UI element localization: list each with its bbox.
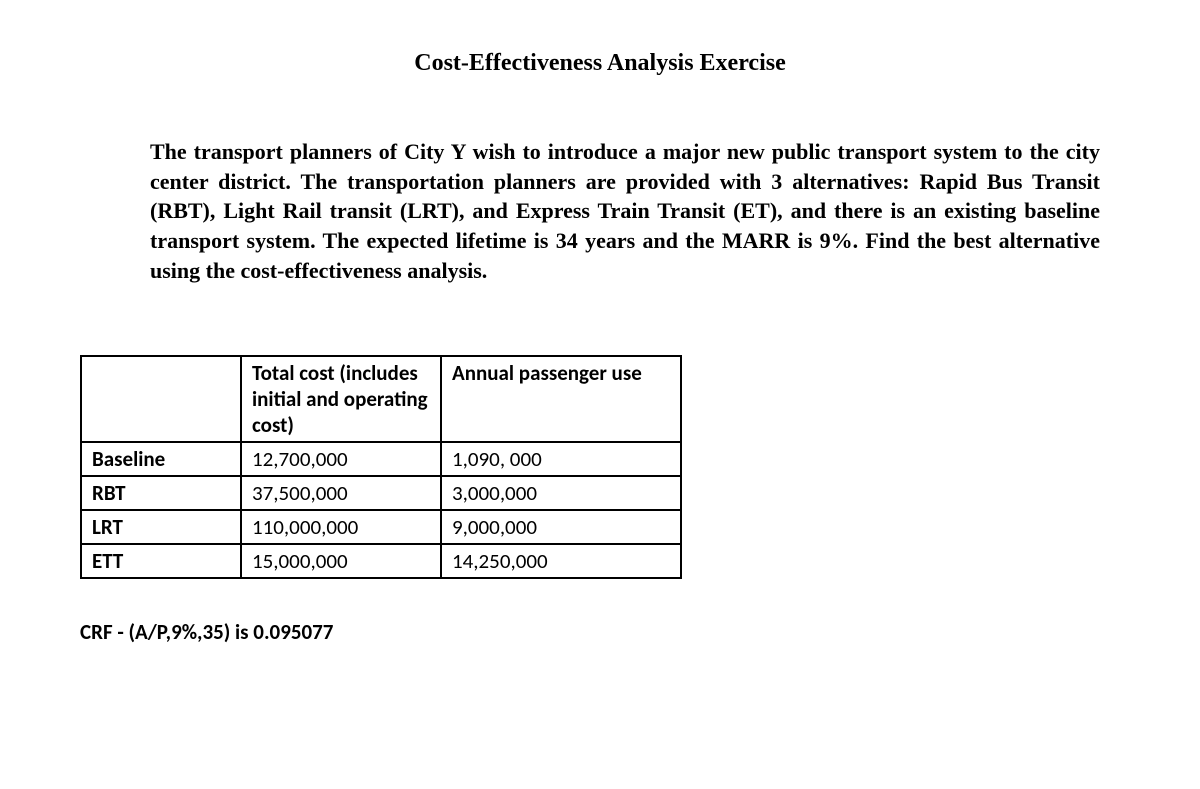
row-name: Baseline xyxy=(81,442,241,476)
alternatives-table: Total cost (includes initial and operati… xyxy=(80,355,682,579)
header-cost: Total cost (includes initial and operati… xyxy=(241,356,441,442)
row-passenger: 3,000,000 xyxy=(441,476,681,510)
row-passenger: 14,250,000 xyxy=(441,544,681,578)
crf-note: CRF - (A/P,9%,35) is 0.095077 xyxy=(80,619,1120,645)
row-cost: 12,700,000 xyxy=(241,442,441,476)
table-header-row: Total cost (includes initial and operati… xyxy=(81,356,681,442)
table-row: Baseline 12,700,000 1,090, 000 xyxy=(81,442,681,476)
row-passenger: 9,000,000 xyxy=(441,510,681,544)
table-row: LRT 110,000,000 9,000,000 xyxy=(81,510,681,544)
row-name: ETT xyxy=(81,544,241,578)
row-cost: 37,500,000 xyxy=(241,476,441,510)
exercise-description: The transport planners of City Y wish to… xyxy=(150,137,1100,285)
header-name xyxy=(81,356,241,442)
header-passenger: Annual passenger use xyxy=(441,356,681,442)
table-row: ETT 15,000,000 14,250,000 xyxy=(81,544,681,578)
table-row: RBT 37,500,000 3,000,000 xyxy=(81,476,681,510)
row-cost: 15,000,000 xyxy=(241,544,441,578)
row-passenger: 1,090, 000 xyxy=(441,442,681,476)
page-title: Cost-Effectiveness Analysis Exercise xyxy=(80,50,1120,77)
row-cost: 110,000,000 xyxy=(241,510,441,544)
row-name: RBT xyxy=(81,476,241,510)
row-name: LRT xyxy=(81,510,241,544)
